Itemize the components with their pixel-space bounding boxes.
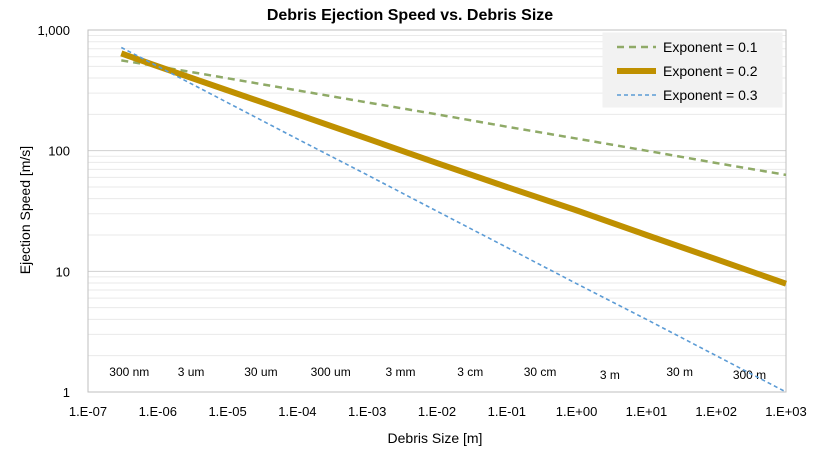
x-tick-label: 1.E-05	[208, 404, 246, 419]
size-annotation-label: 30 m	[666, 365, 693, 379]
legend-label: Exponent = 0.3	[663, 87, 758, 103]
size-annotation-label: 3 cm	[457, 365, 483, 379]
x-tick-label: 1.E-03	[348, 404, 386, 419]
size-annotation-label: 30 um	[244, 365, 277, 379]
series-line	[120, 50, 787, 287]
x-tick-label: 1.E-02	[418, 404, 456, 419]
size-annotations: 300 nm 3 um 30 um 300 um 3 mm 3 cm 30 cm 3 m 30 …	[109, 365, 766, 382]
size-annotation-label: 300 um	[311, 365, 351, 379]
x-tick-label: 1.E-01	[488, 404, 526, 419]
x-axis-label: Debris Size [m]	[388, 430, 483, 446]
y-tick-label: 100	[48, 144, 70, 159]
y-tick-label: 10	[56, 264, 70, 279]
legend-label: Exponent = 0.2	[663, 63, 758, 79]
y-tick-label: 1,000	[37, 23, 70, 38]
x-tick-label: 1.E-04	[278, 404, 316, 419]
size-annotation-label: 3 m	[600, 368, 620, 382]
series-line	[121, 59, 787, 177]
legend: Exponent = 0.1 Exponent = 0.2 Exponent = 0…	[602, 32, 783, 108]
y-tick-labels: 1 10 100 1,000	[37, 23, 70, 400]
x-tick-label: 1.E-07	[69, 404, 107, 419]
x-tick-label: 1.E+03	[765, 404, 807, 419]
series-layer	[120, 46, 787, 393]
size-annotation-label: 300 m	[733, 368, 766, 382]
x-tick-label: 1.E+01	[626, 404, 668, 419]
x-tick-labels: 1.E-07 1.E-06 1.E-05 1.E-04 1.E-03 1.E-02 1.E-…	[69, 404, 807, 419]
y-axis-label: Ejection Speed [m/s]	[17, 146, 33, 274]
size-annotation-label: 3 um	[178, 365, 205, 379]
y-tick-label: 1	[63, 385, 70, 400]
x-tick-label: 1.E+02	[695, 404, 737, 419]
legend-label: Exponent = 0.1	[663, 39, 758, 55]
size-annotation-label: 300 nm	[109, 365, 149, 379]
plot-frame	[87, 29, 787, 393]
x-tick-label: 1.E-06	[139, 404, 177, 419]
size-annotation-label: 30 cm	[524, 365, 557, 379]
chart-title: Debris Ejection Speed vs. Debris Size	[267, 7, 553, 24]
x-tick-label: 1.E+00	[556, 404, 598, 419]
size-annotation-label: 3 mm	[386, 365, 416, 379]
series-line	[120, 46, 787, 393]
